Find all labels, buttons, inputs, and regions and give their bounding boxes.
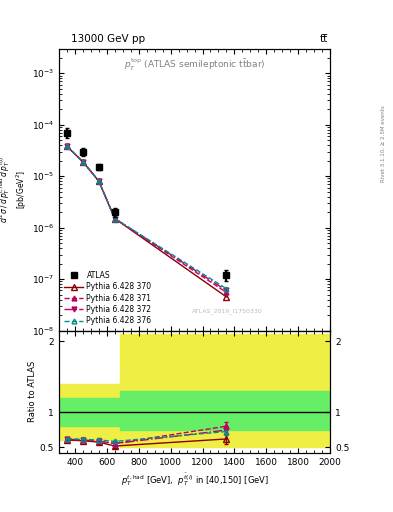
Text: ATLAS_2019_I1750330: ATLAS_2019_I1750330 — [192, 308, 263, 314]
Pythia 6.428 370 — [96, 178, 101, 184]
Legend: ATLAS, Pythia 6.428 370, Pythia 6.428 371, Pythia 6.428 372, Pythia 6.428 376: ATLAS, Pythia 6.428 370, Pythia 6.428 37… — [63, 269, 153, 327]
Pythia 6.428 371 — [96, 178, 101, 184]
Text: 13000 GeV pp: 13000 GeV pp — [71, 33, 145, 44]
Pythia 6.428 370 — [81, 159, 85, 165]
Pythia 6.428 370 — [112, 216, 117, 222]
Pythia 6.428 370 — [224, 294, 229, 300]
Y-axis label: Ratio to ATLAS: Ratio to ATLAS — [28, 361, 37, 422]
Line: Pythia 6.428 371: Pythia 6.428 371 — [64, 144, 229, 295]
Pythia 6.428 372 — [64, 143, 69, 150]
Pythia 6.428 376 — [112, 216, 117, 222]
Line: Pythia 6.428 370: Pythia 6.428 370 — [64, 143, 229, 300]
Pythia 6.428 376 — [224, 286, 229, 292]
Pythia 6.428 371 — [81, 159, 85, 165]
Pythia 6.428 371 — [64, 143, 69, 150]
Pythia 6.428 376 — [81, 159, 85, 165]
Pythia 6.428 372 — [224, 287, 229, 293]
Pythia 6.428 372 — [96, 178, 101, 184]
Text: tt̅: tt̅ — [320, 33, 328, 44]
Line: Pythia 6.428 372: Pythia 6.428 372 — [64, 144, 229, 293]
Line: Pythia 6.428 376: Pythia 6.428 376 — [64, 144, 229, 291]
Y-axis label: $d^2\sigma\,/\,d\,p_T^{t,\rm had}\,d\,p_T^{\bar{t}(l)}$
[pb/GeV$^2$]: $d^2\sigma\,/\,d\,p_T^{t,\rm had}\,d\,p_… — [0, 156, 29, 223]
X-axis label: $p_T^{t,\rm had}$ [GeV],  $p_T^{\bar{t}(l)}$ in [40,150] [GeV]: $p_T^{t,\rm had}$ [GeV], $p_T^{\bar{t}(l… — [121, 471, 268, 488]
Pythia 6.428 370 — [64, 143, 69, 150]
Pythia 6.428 372 — [112, 216, 117, 222]
Text: Rivet 3.1.10, ≥ 2.5M events: Rivet 3.1.10, ≥ 2.5M events — [381, 105, 386, 182]
Pythia 6.428 372 — [81, 159, 85, 165]
Pythia 6.428 371 — [112, 216, 117, 222]
Pythia 6.428 371 — [224, 289, 229, 295]
Pythia 6.428 376 — [96, 178, 101, 184]
Pythia 6.428 376 — [64, 143, 69, 150]
Text: $p_T^{\rm top}$ (ATLAS semileptonic t$\bar{\rm t}$bar): $p_T^{\rm top}$ (ATLAS semileptonic t$\b… — [124, 57, 265, 73]
